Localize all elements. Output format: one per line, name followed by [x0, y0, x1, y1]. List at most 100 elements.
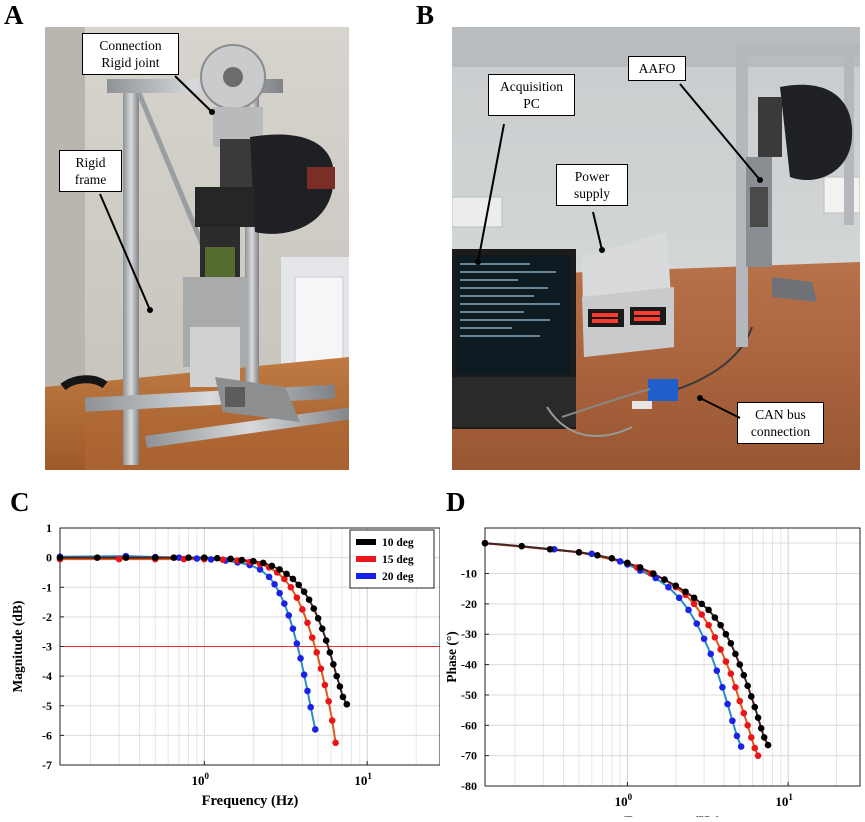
- data-point: [698, 600, 706, 608]
- data-point: [733, 732, 741, 740]
- legend-label: 10 deg: [382, 537, 414, 549]
- data-point: [700, 635, 708, 643]
- data-point: [729, 717, 736, 725]
- panel-letter-b: B: [416, 0, 435, 30]
- x-tick-label: 101: [354, 771, 372, 788]
- data-point: [213, 554, 221, 562]
- data-point: [740, 671, 748, 679]
- data-point: [636, 564, 644, 571]
- data-point: [328, 717, 336, 724]
- callout-rigid-frame: Rigid frame: [59, 150, 122, 192]
- panel-letter-c: C: [10, 487, 30, 517]
- y-tick-label: -1: [42, 580, 52, 594]
- y-tick-label: 0: [46, 551, 52, 565]
- data-point: [326, 649, 334, 656]
- data-point: [748, 734, 755, 741]
- callout-aafo: AAFO: [628, 56, 686, 81]
- data-point: [238, 556, 246, 564]
- data-point: [661, 576, 668, 583]
- data-point: [518, 542, 526, 550]
- data-point: [685, 606, 692, 614]
- data-point: [665, 583, 672, 591]
- series-points-20-deg: [481, 539, 745, 750]
- y-tick-label: -70: [461, 749, 477, 763]
- data-point: [616, 558, 624, 565]
- data-point: [271, 580, 278, 588]
- data-point: [736, 697, 744, 705]
- data-point: [333, 672, 341, 680]
- data-point: [707, 650, 715, 658]
- data-point: [259, 559, 267, 567]
- data-point: [250, 557, 257, 565]
- data-point: [682, 588, 689, 596]
- data-point: [693, 620, 701, 627]
- data-point: [481, 539, 489, 547]
- y-tick-label: -30: [461, 627, 477, 641]
- data-point: [711, 614, 719, 621]
- data-point: [227, 555, 234, 563]
- legend-swatch: [356, 556, 376, 562]
- data-point: [343, 700, 351, 708]
- data-point: [283, 570, 290, 578]
- data-point: [675, 594, 683, 602]
- data-point: [300, 671, 308, 678]
- data-point: [281, 575, 288, 583]
- y-tick-label: -5: [42, 699, 52, 713]
- data-point: [330, 660, 337, 668]
- y-tick-label: -50: [461, 688, 477, 702]
- y-tick-label: -10: [461, 567, 477, 581]
- data-point: [705, 606, 712, 614]
- data-point: [546, 545, 554, 553]
- grid: [485, 528, 860, 787]
- panel-letter-d: D: [446, 487, 466, 517]
- data-point: [690, 600, 698, 608]
- data-point: [705, 621, 712, 629]
- chart-phase: -10-20-30-40-50-60-70-80100101Frequency …: [440, 515, 865, 822]
- legend-label: 20 deg: [382, 571, 414, 583]
- y-tick-label: -4: [42, 669, 52, 683]
- y-tick-label: -2: [42, 610, 52, 624]
- data-point: [304, 619, 311, 627]
- callout-acquisition-pc: Acquisition PC: [488, 74, 575, 116]
- data-point: [332, 739, 339, 747]
- data-point: [295, 581, 303, 589]
- data-point: [293, 594, 301, 601]
- legend-label: 15 deg: [382, 554, 414, 566]
- series-points-10-deg: [481, 539, 772, 749]
- data-point: [339, 693, 347, 701]
- data-point: [318, 625, 326, 633]
- data-point: [711, 633, 719, 641]
- data-point: [122, 554, 130, 561]
- data-point: [760, 734, 768, 741]
- data-point: [265, 573, 273, 581]
- data-point: [736, 661, 744, 668]
- data-point: [751, 703, 759, 711]
- data-point: [299, 606, 306, 613]
- data-point: [724, 700, 731, 708]
- data-point: [313, 649, 321, 656]
- callout-power-supply: Power supply: [556, 164, 628, 206]
- data-point: [268, 562, 276, 570]
- series-line-15-deg: [484, 542, 760, 757]
- chart-phase-svg: -10-20-30-40-50-60-70-80100101Frequency …: [444, 527, 861, 822]
- data-point: [307, 703, 314, 711]
- data-point: [285, 612, 293, 619]
- data-point: [115, 555, 123, 563]
- data-point: [293, 640, 301, 647]
- series-points-10-deg: [56, 554, 351, 708]
- y-tick-label: -60: [461, 718, 477, 732]
- data-point: [304, 687, 311, 695]
- data-point: [93, 554, 101, 561]
- data-point: [757, 725, 765, 732]
- data-point: [754, 752, 762, 759]
- x-axis-label: Frequency (Hz): [202, 793, 299, 809]
- data-point: [276, 589, 283, 597]
- data-point: [698, 611, 706, 618]
- data-point: [314, 615, 322, 622]
- series-line-15-deg: [60, 558, 337, 743]
- data-point: [170, 554, 178, 561]
- data-point: [321, 681, 329, 689]
- data-point: [310, 605, 318, 612]
- data-point: [764, 741, 772, 749]
- data-point: [256, 566, 264, 573]
